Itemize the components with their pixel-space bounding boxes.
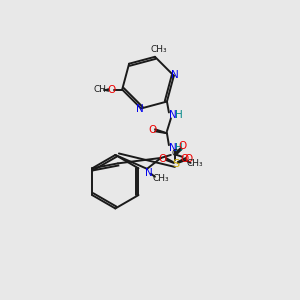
Text: O: O xyxy=(181,154,189,164)
Text: N: N xyxy=(136,104,144,115)
Text: N: N xyxy=(169,110,177,120)
Text: H: H xyxy=(175,110,183,120)
Text: N: N xyxy=(145,168,153,178)
Text: C: C xyxy=(172,149,178,158)
Text: O: O xyxy=(184,154,193,164)
Text: S: S xyxy=(172,159,179,169)
Text: O: O xyxy=(107,85,116,94)
Text: N: N xyxy=(169,143,177,153)
Text: O: O xyxy=(159,154,167,164)
Text: O: O xyxy=(148,125,156,135)
Text: O: O xyxy=(178,141,187,151)
Text: CH₃: CH₃ xyxy=(186,159,203,168)
Text: N: N xyxy=(171,70,179,80)
Text: CH₃: CH₃ xyxy=(93,85,110,94)
Text: CH₃: CH₃ xyxy=(151,45,167,54)
Text: H: H xyxy=(175,143,183,153)
Text: CH₃: CH₃ xyxy=(153,174,169,183)
